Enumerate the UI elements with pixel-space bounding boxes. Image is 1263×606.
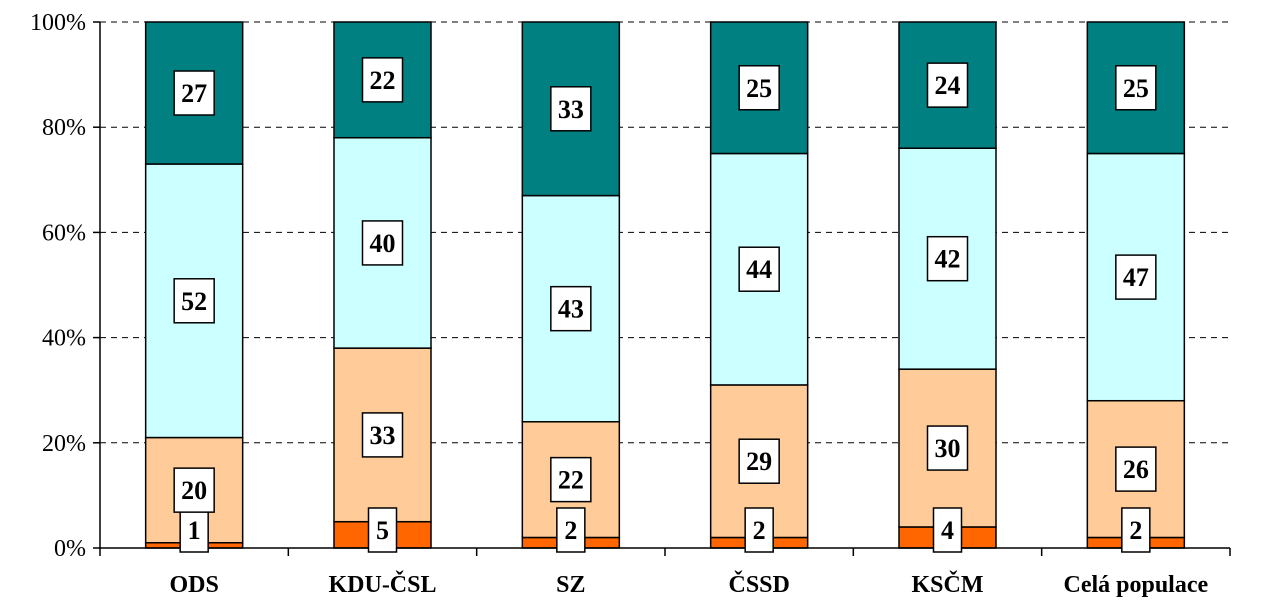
- data-label-box: [367, 507, 398, 553]
- data-label: 33: [370, 421, 396, 450]
- data-label: 25: [1123, 74, 1149, 103]
- labels-layer: 1205227533402222243332294425430422422647…: [173, 57, 1157, 553]
- data-label-box: [173, 467, 215, 513]
- data-label: 2: [1129, 516, 1142, 545]
- data-label-box: [926, 235, 969, 282]
- data-label: 5: [376, 516, 389, 545]
- data-label: 24: [935, 71, 961, 100]
- data-label: 22: [558, 466, 584, 495]
- data-label-box: [1115, 446, 1157, 492]
- data-label: 26: [1123, 455, 1149, 484]
- data-label: 42: [935, 245, 961, 274]
- bars-layer: [144, 21, 1186, 549]
- data-label-box: [361, 57, 404, 103]
- data-label: 25: [746, 74, 772, 103]
- data-label-box: [173, 278, 215, 324]
- data-label: 43: [558, 295, 584, 324]
- data-label-box: [1121, 507, 1151, 553]
- data-label-box: [738, 246, 780, 292]
- x-category-label: ODS: [169, 572, 218, 598]
- data-label: 2: [753, 516, 766, 545]
- y-tick-label: 100%: [30, 10, 86, 36]
- data-label: 40: [370, 229, 396, 258]
- data-label: 44: [746, 255, 772, 284]
- data-label-box: [550, 285, 592, 332]
- y-tick-label: 40%: [42, 326, 86, 352]
- data-label-box: [926, 62, 969, 108]
- data-label: 1: [188, 516, 201, 545]
- data-label: 27: [181, 79, 207, 108]
- data-label: 22: [370, 66, 396, 95]
- x-category-label: Celá populace: [1063, 572, 1208, 598]
- data-label-box: [738, 438, 780, 484]
- y-tick-label: 20%: [42, 431, 86, 457]
- data-label-box: [1115, 254, 1157, 300]
- data-label-box: [738, 65, 780, 111]
- data-label: 47: [1123, 263, 1149, 292]
- y-tick-label: 0%: [54, 536, 86, 562]
- data-label: 30: [935, 434, 961, 463]
- data-label-box: [550, 86, 592, 132]
- x-category-label: KDU-ČSL: [328, 571, 436, 598]
- bar-segment: [1086, 21, 1186, 155]
- y-tick-label: 60%: [42, 220, 86, 246]
- x-category-label: SZ: [556, 572, 585, 598]
- data-label: 29: [746, 447, 772, 476]
- data-label-box: [926, 425, 969, 471]
- data-label-box: [173, 70, 215, 116]
- data-label-box: [744, 507, 774, 553]
- data-label-box: [550, 456, 592, 503]
- data-label-box: [361, 412, 404, 458]
- data-label: 4: [941, 516, 954, 545]
- x-category-label: ČSSD: [728, 571, 789, 598]
- data-label: 52: [181, 287, 207, 316]
- data-label-box: [179, 507, 209, 553]
- data-label-box: [361, 220, 404, 266]
- data-label-box: [932, 507, 963, 553]
- data-label: 20: [181, 476, 207, 505]
- axes-layer: 0% 20% 40% 60% 80% 100% ODS KDU-ČSL SZ ČSSD KSČM Ce…: [30, 10, 1231, 598]
- data-label: 2: [564, 516, 577, 545]
- gridlines: [100, 21, 1230, 444]
- data-label-box: [1115, 65, 1157, 111]
- data-label: 33: [558, 95, 584, 124]
- x-category-label: KSČM: [912, 571, 984, 598]
- y-tick-label: 80%: [42, 115, 86, 141]
- data-label-box: [556, 507, 586, 553]
